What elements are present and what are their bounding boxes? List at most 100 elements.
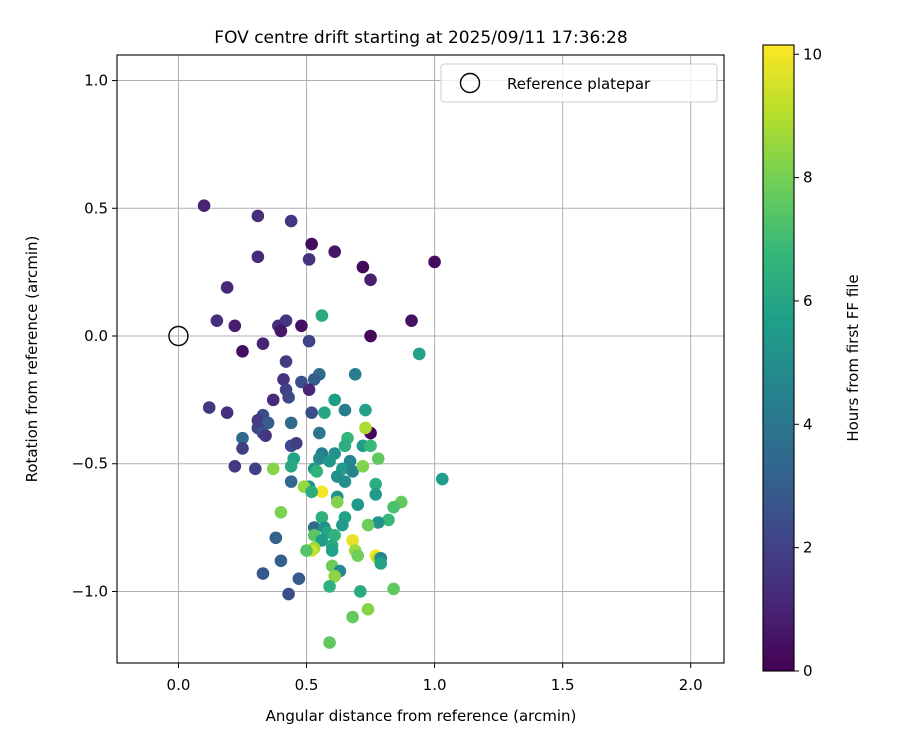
data-point [313,426,326,440]
y-ticks: −1.0 −0.5 0.0 0.5 1.0 [72,72,117,600]
data-point [251,250,265,264]
data-point [387,582,400,596]
data-point [369,488,382,501]
data-point [274,505,288,519]
data-point [351,549,365,563]
legend-box [440,63,718,103]
data-point [364,273,377,287]
data-point [338,403,352,417]
data-point [261,416,275,430]
data-point [220,406,234,419]
y-axis-label: Rotation from reference (arcmin) [23,236,41,483]
x-tick-label: 1.0 [423,676,447,694]
data-point [336,518,349,532]
colorbar-ticks: 0 2 4 6 8 10 [794,45,822,680]
data-point [282,587,295,601]
data-point [330,495,344,509]
data-point [315,511,329,524]
data-point [228,319,242,333]
x-tick-label: 2.0 [679,676,703,694]
data-point [382,513,395,527]
data-point [220,281,234,294]
data-point [354,585,367,598]
data-point [435,472,449,486]
data-point [343,454,357,468]
data-point [302,334,316,348]
data-point [428,255,441,269]
data-point [277,373,290,386]
y-tick-label: −1.0 [72,582,108,600]
x-ticks: 0.0 0.5 1.0 1.5 2.0 [167,663,703,694]
colorbar-label: Hours from first FF file [844,274,862,441]
data-point [259,429,272,442]
data-point [295,319,308,333]
data-point [310,465,324,478]
reference-point [168,325,189,347]
x-axis-label: Angular distance from reference (arcmin) [266,707,577,725]
data-point [369,477,382,491]
data-point [374,557,388,570]
data-point [364,439,377,453]
data-points [197,199,449,649]
colorbar-tick-label: 4 [803,415,813,433]
reference-marker [168,325,189,347]
data-point [302,253,316,266]
data-point [328,528,342,542]
data-point [197,199,211,213]
y-tick-label: −0.5 [72,455,108,473]
y-tick-label: 0.0 [84,327,108,345]
x-tick-label: 1.5 [551,676,575,694]
data-point [364,329,377,343]
colorbar-tick-label: 6 [803,292,813,310]
data-point [359,421,372,435]
data-point [323,454,336,468]
chart-title: FOV centre drift starting at 2025/09/11 … [214,28,627,48]
data-point [371,516,385,529]
data-point [315,309,329,322]
colorbar-tick-label: 10 [803,45,822,63]
colorbar-tick-label: 0 [803,662,813,680]
data-point [202,401,216,414]
legend-label: Reference platepar [507,75,651,93]
data-point [284,475,298,488]
data-point [236,345,249,358]
data-point [249,462,262,476]
data-point [323,636,336,649]
data-point [289,437,303,450]
data-point [284,214,298,228]
data-point [318,406,331,419]
data-point [228,459,242,473]
data-point [266,462,280,476]
data-point [348,368,362,381]
colorbar-tick-label: 2 [803,539,813,557]
y-tick-label: 1.0 [84,72,108,90]
colorbar-tick-label: 8 [803,169,813,187]
data-point [356,459,370,473]
data-point [236,442,249,455]
plot-frame [116,54,725,664]
data-point [269,531,283,545]
data-point [266,393,280,407]
x-tick-label: 0.5 [295,676,319,694]
data-point [412,347,426,361]
data-point [359,403,372,417]
data-point [279,355,293,368]
data-point [302,383,316,396]
data-point [251,209,265,223]
colorbar [762,44,795,672]
data-point [256,337,270,350]
data-point [284,459,298,473]
data-point [305,485,318,499]
data-point [295,375,308,389]
data-point [405,314,418,327]
data-point [300,544,313,557]
data-point [274,554,288,568]
data-point [284,416,298,430]
data-point [361,518,375,532]
data-point [256,567,270,580]
data-point [328,569,342,583]
y-tick-label: 0.5 [84,199,108,217]
x-tick-label: 0.0 [167,676,191,694]
legend-marker-icon [459,72,481,94]
